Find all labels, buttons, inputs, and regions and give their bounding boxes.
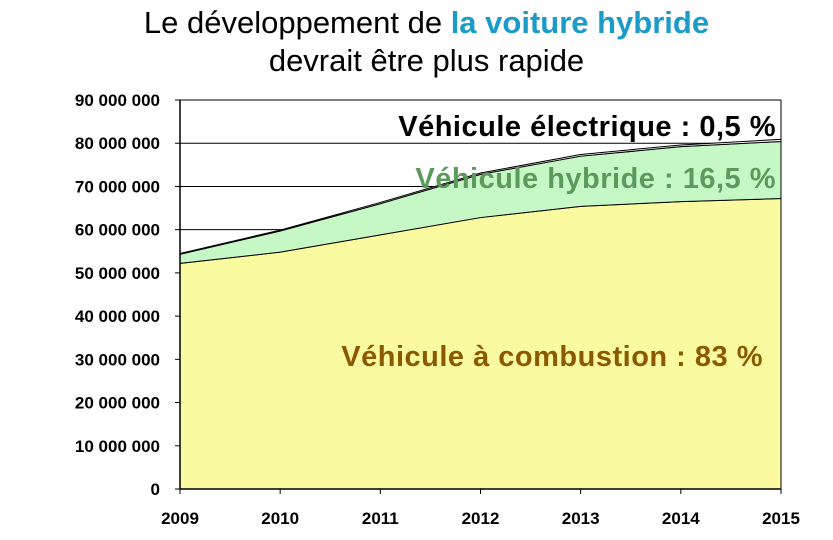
y-tick-label: 60 000 000: [75, 221, 160, 240]
x-tick-label: 2014: [662, 509, 700, 528]
x-tick-label: 2011: [362, 509, 399, 528]
area-series: [179, 138, 782, 490]
axes: [175, 99, 782, 494]
y-tick-label: 20 000 000: [75, 394, 160, 413]
annotation-combustion: Véhicule à combustion : 83 %: [341, 341, 763, 373]
x-tick-label: 2015: [762, 509, 800, 528]
annotation-electric: Véhicule électrique : 0,5 %: [398, 111, 776, 143]
title-prefix: Le développement de: [143, 5, 451, 40]
y-tick-label: 80 000 000: [75, 134, 160, 153]
title-highlight: la voiture hybride: [450, 5, 710, 40]
x-tick-label: 2009: [161, 509, 199, 528]
chart-title: Le développement de la voiture hybride d…: [0, 4, 833, 80]
y-tick-label: 70 000 000: [75, 177, 160, 196]
y-tick-label: 0: [151, 480, 160, 499]
x-tick-label: 2013: [562, 509, 600, 528]
title-line-2: devrait être plus rapide: [268, 43, 585, 78]
annotations: Véhicule électrique : 0,5 % Véhicule hybr…: [341, 111, 776, 373]
y-tick-label: 30 000 000: [75, 350, 160, 369]
annotation-hybrid: Véhicule hybride : 16,5 %: [415, 163, 776, 195]
x-tick-label: 2012: [462, 509, 500, 528]
y-tick-label: 40 000 000: [75, 307, 160, 326]
y-tick-label: 50 000 000: [75, 264, 160, 283]
y-tick-label: 10 000 000: [75, 437, 160, 456]
y-tick-label: 90 000 000: [75, 91, 160, 110]
x-tick-label: 2010: [261, 509, 299, 528]
x-tick-labels: 2009 2010 2011 2012 2013 2014 2015: [161, 509, 800, 528]
title-line-1: Le développement de la voiture hybride: [0, 4, 833, 42]
y-tick-labels: 0 10 000 000 20 000 000 30 000 000 40 000 00…: [75, 91, 160, 499]
